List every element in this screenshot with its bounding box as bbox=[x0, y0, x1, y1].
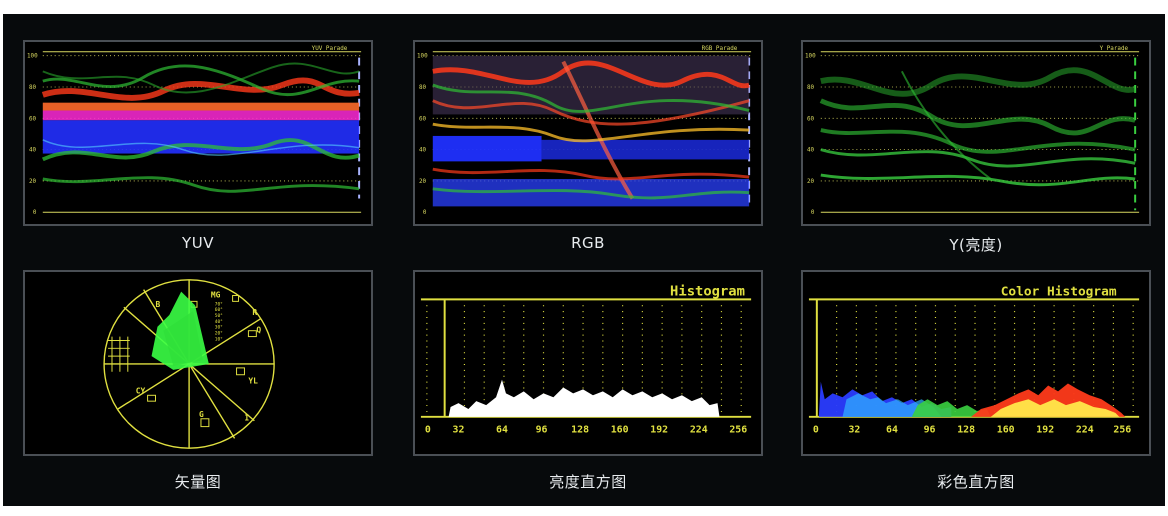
luma-caption: Y(亮度) bbox=[949, 236, 1003, 254]
axis-224: 224 bbox=[1076, 425, 1094, 436]
luma-histogram-area bbox=[448, 379, 720, 417]
scale-100: 100 bbox=[27, 54, 38, 60]
scopes-panel: 100 80 60 40 20 0 YUV Parade YUV bbox=[3, 14, 1165, 506]
axis-64: 64 bbox=[496, 425, 508, 436]
ring-tick-60: 60° bbox=[215, 307, 223, 313]
vectorscope-graph: MG R YL G CY B I Q 70° 60° 50° 40° 30° 2… bbox=[25, 272, 371, 454]
axis-224: 224 bbox=[690, 425, 708, 436]
axis-128: 128 bbox=[571, 425, 589, 436]
axis-128: 128 bbox=[957, 425, 975, 436]
color-histogram-title: Color Histogram bbox=[1001, 285, 1117, 300]
luma-parade-scope: 100 80 60 40 20 0 Y Parade bbox=[801, 40, 1151, 226]
histogram-title: Histogram bbox=[670, 284, 745, 300]
green-channel-area bbox=[911, 399, 991, 417]
label-i: I bbox=[244, 414, 249, 423]
scale-80: 80 bbox=[807, 85, 815, 91]
axis-96: 96 bbox=[536, 425, 548, 436]
label-mg: MG bbox=[211, 290, 221, 299]
color-histogram-caption: 彩色直方图 bbox=[937, 473, 1015, 491]
scale-40: 40 bbox=[419, 148, 427, 154]
yellow-channel-area bbox=[990, 399, 1120, 417]
scale-60: 60 bbox=[29, 116, 37, 122]
scale-100: 100 bbox=[417, 54, 428, 60]
scale-60: 60 bbox=[807, 116, 815, 122]
scale-20: 20 bbox=[29, 179, 37, 185]
axis-0: 0 bbox=[425, 425, 431, 436]
axis-64: 64 bbox=[886, 425, 898, 436]
scale-40: 40 bbox=[29, 148, 37, 154]
color-histogram: Color Histogram 0 32 64 96 128 160 192 2… bbox=[801, 270, 1151, 456]
luma-histogram-graph: Histogram 0 32 64 96 128 160 192 224 256 bbox=[415, 272, 761, 454]
scope-title: Y Parade bbox=[1100, 46, 1129, 52]
scale-0: 0 bbox=[423, 210, 427, 216]
scale-80: 80 bbox=[29, 85, 37, 91]
yuv-caption: YUV bbox=[182, 234, 214, 252]
rgb-caption: RGB bbox=[571, 234, 605, 252]
axis-32: 32 bbox=[453, 425, 465, 436]
label-cy: CY bbox=[136, 386, 146, 395]
ring-tick-70: 70° bbox=[215, 301, 223, 307]
scale-20: 20 bbox=[807, 179, 815, 185]
ring-tick-20: 20° bbox=[215, 331, 223, 337]
label-b: B bbox=[155, 300, 160, 309]
yuv-parade-graph: 100 80 60 40 20 0 YUV Parade bbox=[25, 42, 371, 224]
ring-tick-40: 40° bbox=[215, 319, 223, 325]
label-g: G bbox=[199, 410, 204, 419]
axis-192: 192 bbox=[1036, 425, 1054, 436]
axis-96: 96 bbox=[924, 425, 936, 436]
axis-32: 32 bbox=[848, 425, 860, 436]
luma-histogram-caption: 亮度直方图 bbox=[549, 473, 627, 491]
scale-20: 20 bbox=[419, 179, 427, 185]
luma-parade-graph: 100 80 60 40 20 0 Y Parade bbox=[803, 42, 1149, 224]
ring-tick-50: 50° bbox=[215, 313, 223, 319]
axis-160: 160 bbox=[997, 425, 1015, 436]
axis-256: 256 bbox=[1113, 425, 1131, 436]
vectorscope: MG R YL G CY B I Q 70° 60° 50° 40° 30° 2… bbox=[23, 270, 373, 456]
scale-40: 40 bbox=[807, 148, 815, 154]
axis-0: 0 bbox=[813, 425, 819, 436]
axis-192: 192 bbox=[650, 425, 668, 436]
label-q: Q bbox=[256, 326, 261, 335]
label-r: R bbox=[252, 308, 257, 317]
label-yl: YL bbox=[248, 377, 258, 386]
yuv-parade-scope: 100 80 60 40 20 0 YUV Parade bbox=[23, 40, 373, 226]
scale-60: 60 bbox=[419, 116, 427, 122]
ring-tick-10: 10° bbox=[215, 337, 223, 343]
scale-0: 0 bbox=[33, 210, 37, 216]
scale-0: 0 bbox=[811, 210, 815, 216]
vectorscope-caption: 矢量图 bbox=[174, 473, 222, 491]
ring-tick-30: 30° bbox=[215, 325, 223, 331]
rgb-parade-graph: 100 80 60 40 20 0 RGB Parade bbox=[415, 42, 761, 224]
luma-histogram: Histogram 0 32 64 96 128 160 192 224 256 bbox=[413, 270, 763, 456]
axis-160: 160 bbox=[611, 425, 629, 436]
scope-title: YUV Parade bbox=[312, 46, 348, 52]
color-histogram-graph: Color Histogram 0 32 64 96 128 160 192 2… bbox=[803, 272, 1149, 454]
axis-256: 256 bbox=[729, 425, 747, 436]
rgb-parade-scope: 100 80 60 40 20 0 RGB Parade bbox=[413, 40, 763, 226]
scale-80: 80 bbox=[419, 85, 427, 91]
scope-title: RGB Parade bbox=[702, 46, 738, 52]
scale-100: 100 bbox=[805, 54, 816, 60]
